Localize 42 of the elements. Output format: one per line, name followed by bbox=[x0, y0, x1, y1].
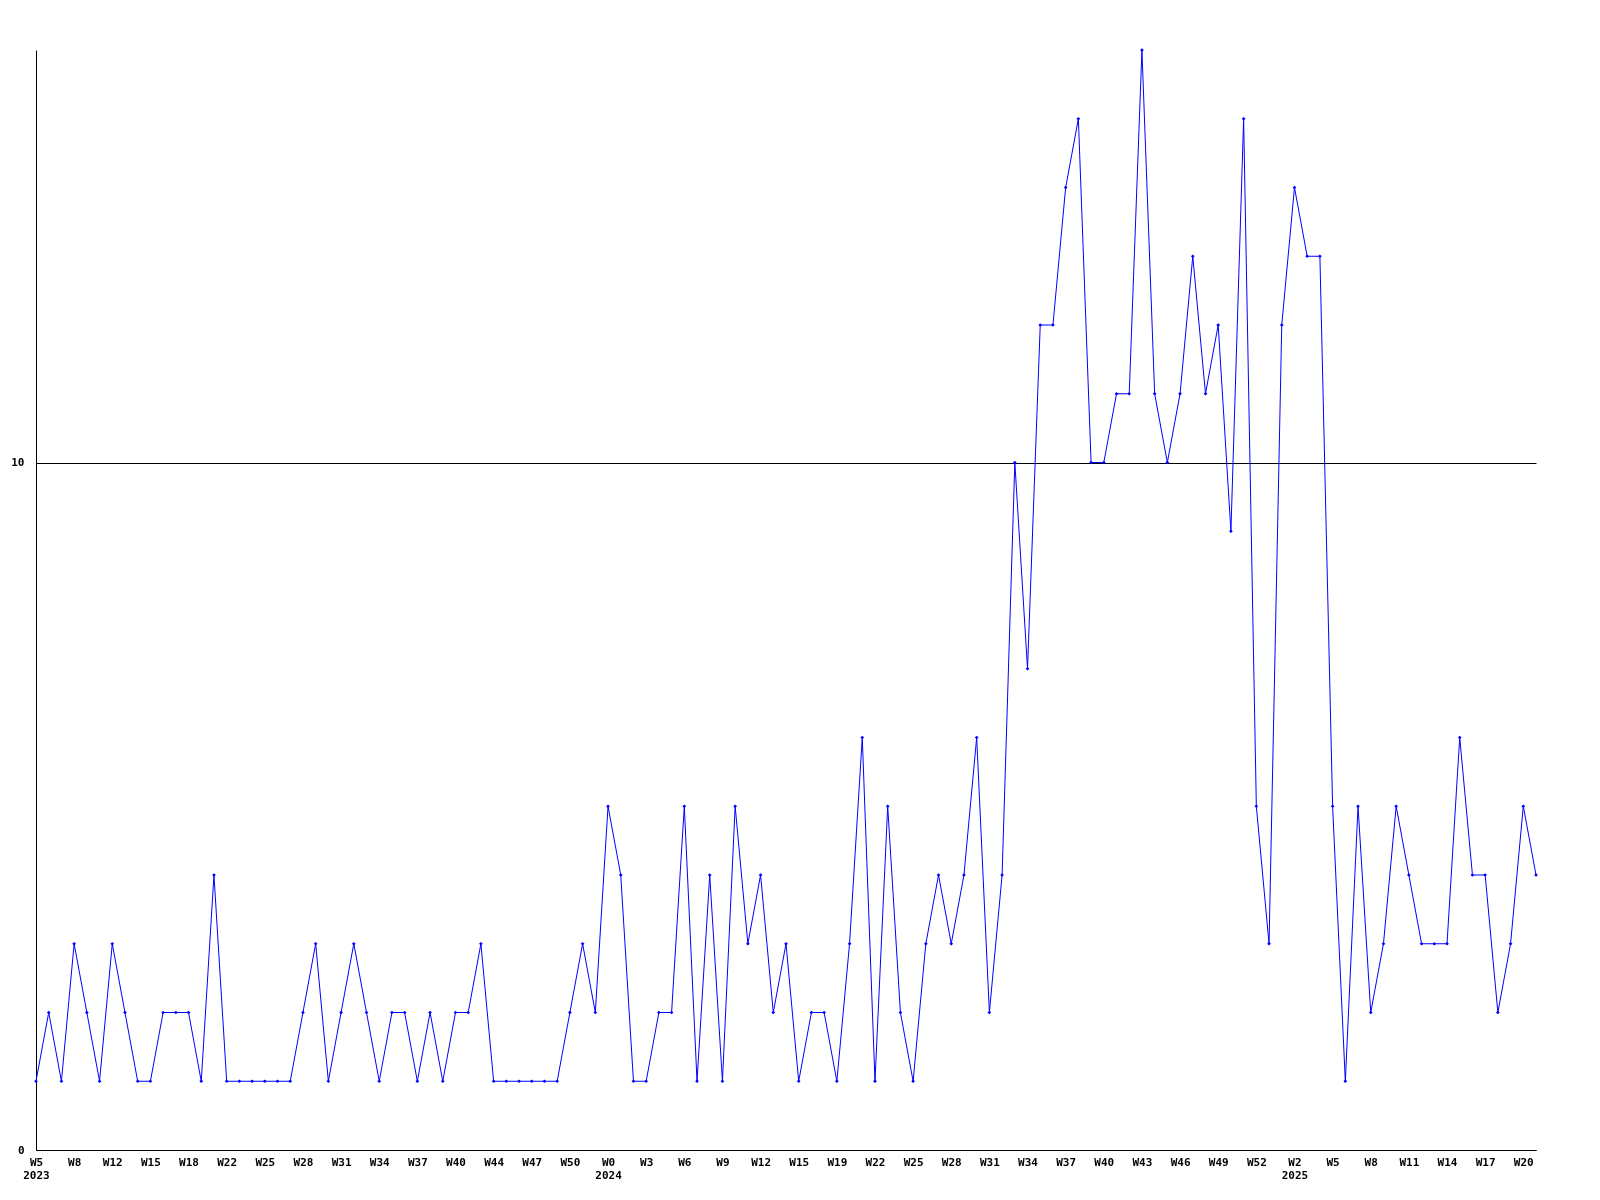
x-tick-label: W22 bbox=[865, 1155, 886, 1169]
x-tick-label: W14 bbox=[1437, 1155, 1458, 1169]
x-tick-label: W40 bbox=[446, 1155, 466, 1169]
x-tick-label: W25 bbox=[903, 1155, 924, 1169]
x-tick-label: W5 2023 bbox=[23, 1155, 50, 1182]
x-tick-label: W37 bbox=[1056, 1155, 1077, 1169]
x-tick-label: W8 bbox=[68, 1155, 82, 1169]
x-tick-label: W46 bbox=[1170, 1155, 1191, 1169]
x-tick-label: W6 bbox=[678, 1155, 692, 1169]
x-tick-label: W28 bbox=[293, 1155, 314, 1169]
x-tick-label: W34 bbox=[1018, 1155, 1039, 1169]
x-tick-label: W12 bbox=[751, 1155, 772, 1169]
x-tick-label: W28 bbox=[941, 1155, 962, 1169]
y-tick-label: 0 bbox=[17, 1143, 25, 1157]
x-tick-label: W2 2025 bbox=[1281, 1155, 1309, 1182]
x-tick-label: W18 bbox=[179, 1155, 199, 1169]
x-tick-label: W31 bbox=[331, 1155, 352, 1169]
x-tick-label: W12 bbox=[102, 1155, 123, 1169]
x-tick-label: W37 bbox=[407, 1155, 428, 1169]
x-tick-label: W5 bbox=[1326, 1155, 1340, 1169]
x-tick-label: W34 bbox=[369, 1155, 391, 1169]
x-tick-label: W20 bbox=[1513, 1155, 1534, 1169]
x-tick-label: W52 bbox=[1246, 1155, 1267, 1169]
x-tick-label: W25 bbox=[255, 1155, 276, 1169]
x-tick-label: W11 bbox=[1399, 1155, 1420, 1169]
x-tick-label: W44 bbox=[484, 1155, 505, 1169]
x-tick-label: W17 bbox=[1475, 1155, 1496, 1169]
x-tick-label: W31 bbox=[979, 1155, 1001, 1169]
x-tick-label: W40 bbox=[1094, 1155, 1115, 1169]
x-tick-label: W43 bbox=[1132, 1155, 1153, 1169]
x-tick-label: W49 bbox=[1208, 1155, 1229, 1169]
x-tick-label: W22 bbox=[217, 1155, 238, 1169]
y-tick-label: 10 bbox=[11, 456, 25, 469]
x-tick-label: W19 bbox=[827, 1155, 848, 1169]
x-tick-label: W15 bbox=[140, 1155, 161, 1169]
x-tick-label: W15 bbox=[789, 1155, 810, 1169]
x-tick-label: W8 bbox=[1364, 1155, 1378, 1169]
x-tick-label: W47 bbox=[522, 1155, 543, 1169]
x-tick-label: W9 bbox=[716, 1155, 730, 1169]
x-tick-label: W3 bbox=[640, 1155, 654, 1169]
x-tick-label: W0 2024 bbox=[595, 1155, 623, 1182]
x-tick-label: W50 bbox=[560, 1155, 581, 1169]
